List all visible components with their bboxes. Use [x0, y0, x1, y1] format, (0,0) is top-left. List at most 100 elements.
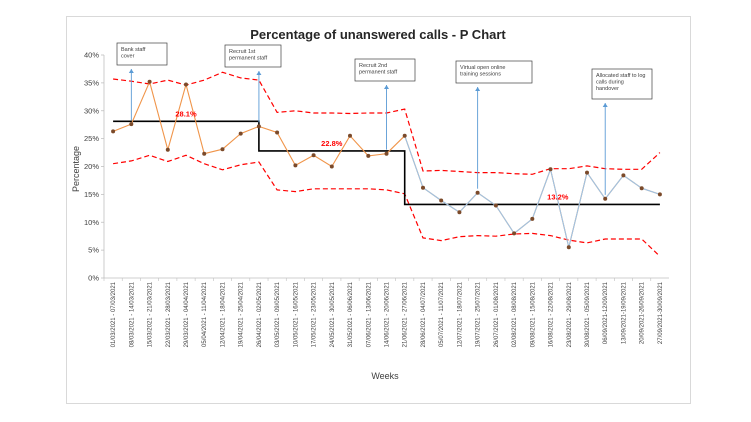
- callout-arrow-head: [475, 87, 481, 91]
- x-tick-label: 23/08/2021 - 29/08/2021: [567, 281, 573, 347]
- y-tick-label: 10%: [84, 218, 99, 227]
- callout-text: permanent staff: [359, 70, 398, 76]
- y-tick-label: 0%: [88, 274, 99, 283]
- chart-title: Percentage of unanswered calls - P Chart: [250, 27, 506, 42]
- p-chart: Percentage of unanswered calls - P Chart…: [71, 27, 669, 381]
- data-point: [512, 231, 517, 236]
- x-tick-label: 22/03/2021 - 28/03/2021: [166, 281, 172, 347]
- y-tick-label: 5%: [88, 246, 99, 255]
- x-tick-label: 19/04/2021 - 25/04/2021: [239, 281, 245, 347]
- x-tick-label: 08/03/2021 - 14/03/2021: [129, 281, 135, 347]
- callout-text: handover: [596, 86, 619, 92]
- series-line-phase: [404, 135, 661, 248]
- data-point: [439, 198, 444, 203]
- callout-arrow-head: [384, 85, 389, 89]
- data-point: [566, 245, 571, 250]
- data-point: [147, 79, 152, 84]
- data-point: [475, 190, 480, 195]
- callout-box: [455, 60, 533, 84]
- callout-arrow-head: [128, 69, 134, 73]
- x-tick-label: 31/05/2021 - 06/06/2021: [348, 281, 354, 347]
- callout-box: [116, 42, 168, 66]
- x-tick-label: 14/06/2021 - 20/06/2021: [385, 281, 391, 347]
- x-tick-label: 16/08/2021 - 22/08/2021: [549, 281, 555, 347]
- callout-arrow-head: [256, 71, 262, 75]
- x-tick-label: 19/07/2021 - 25/07/2021: [476, 281, 482, 347]
- data-point: [421, 185, 425, 190]
- data-point: [366, 153, 371, 158]
- data-point: [621, 173, 626, 178]
- data-point: [548, 167, 553, 172]
- data-point: [329, 164, 334, 169]
- y-tick-label: 20%: [84, 162, 99, 171]
- callout-text: Recruit 1st: [229, 49, 256, 55]
- data-point: [129, 122, 134, 127]
- callout-box: [591, 68, 653, 100]
- y-tick-label: 40%: [84, 51, 99, 60]
- callout-text: Recruit 2nd: [359, 63, 387, 69]
- x-tick-label: 03/05/2021 - 09/05/2021: [275, 281, 281, 347]
- x-tick-label: 07/06/2021 - 13/06/2021: [366, 281, 372, 347]
- x-tick-label: 01/03/2021 - 07/03/2021: [111, 281, 117, 347]
- data-point: [402, 133, 407, 138]
- data-point: [493, 203, 498, 208]
- callout-text: Bank staff: [121, 47, 146, 53]
- callout-text: calls during: [596, 80, 624, 86]
- chart-frame: Percentage of unanswered calls - P Chart…: [66, 16, 691, 404]
- data-point: [293, 163, 298, 168]
- data-point: [165, 147, 170, 152]
- data-point: [384, 151, 389, 156]
- data-point: [311, 153, 316, 158]
- plot-area: 0% 5% 10% 15% 20% 25% 30% 35% 40% 01/03/2021 - 07…: [84, 42, 669, 347]
- callout-arrow-head: [602, 103, 608, 107]
- x-tick-label: 27/09/2021-30/09/2021: [658, 281, 664, 344]
- x-tick-label: 28/06/2021 - 04/07/2021: [421, 281, 427, 347]
- mean-value-label: 13.2%: [547, 192, 569, 201]
- data-point: [603, 196, 608, 201]
- callout-text: Allocated staff to log: [596, 73, 645, 79]
- x-tick-label: 30/08/2021 - 05/09/2021: [585, 281, 591, 347]
- callout-text: permanent staff: [229, 56, 268, 62]
- y-tick-label: 35%: [84, 78, 99, 87]
- data-point: [657, 192, 662, 197]
- data-point: [256, 124, 261, 129]
- x-axis-label: Weeks: [371, 371, 399, 381]
- callout-box: [224, 44, 282, 68]
- data-point: [238, 131, 243, 136]
- x-tick-label: 12/04/2021 - 18/04/2021: [220, 281, 226, 347]
- data-point: [530, 216, 535, 221]
- data-point: [457, 210, 462, 215]
- x-tick-label: 21/06/2021 - 27/06/2021: [403, 281, 409, 347]
- x-tick-label: 12/07/2021 - 18/07/2021: [457, 281, 463, 347]
- data-point: [275, 130, 280, 135]
- y-axis-label: Percentage: [71, 146, 81, 192]
- x-tick-label: 13/09/2021-19/09/2021: [621, 281, 627, 344]
- mean-value-label: 22.8%: [321, 139, 343, 148]
- y-tick-label: 15%: [84, 190, 99, 199]
- x-tick-label: 05/07/2021 - 11/07/2021: [439, 281, 445, 347]
- data-point: [639, 186, 644, 191]
- data-point: [585, 170, 589, 175]
- x-tick-label: 17/05/2021 - 23/05/2021: [312, 281, 318, 347]
- mean-value-label: 28.1%: [175, 109, 197, 118]
- y-tick-label: 25%: [84, 134, 99, 143]
- x-tick-label: 02/08/2021 - 08/08/2021: [512, 281, 518, 347]
- callout-text: Virtual open online: [460, 65, 505, 71]
- x-tick-label: 15/03/2021 - 21/03/2021: [148, 281, 154, 347]
- x-tick-label: 26/07/2021 - 01/08/2021: [494, 281, 500, 347]
- x-tick-label: 10/05/2021 - 16/05/2021: [293, 281, 299, 347]
- callout-text: training sessions: [460, 72, 501, 78]
- data-point: [220, 147, 225, 152]
- lower-control-limit: [113, 154, 661, 257]
- callout-box: [354, 58, 416, 82]
- data-point: [111, 129, 116, 134]
- x-tick-label: 05/04/2021 - 11/04/2021: [202, 281, 208, 347]
- x-tick-label: 09/08/2021 - 15/08/2021: [530, 281, 536, 347]
- x-tick-label: 20/09/2021-26/09/2021: [640, 281, 646, 344]
- data-point: [348, 133, 352, 138]
